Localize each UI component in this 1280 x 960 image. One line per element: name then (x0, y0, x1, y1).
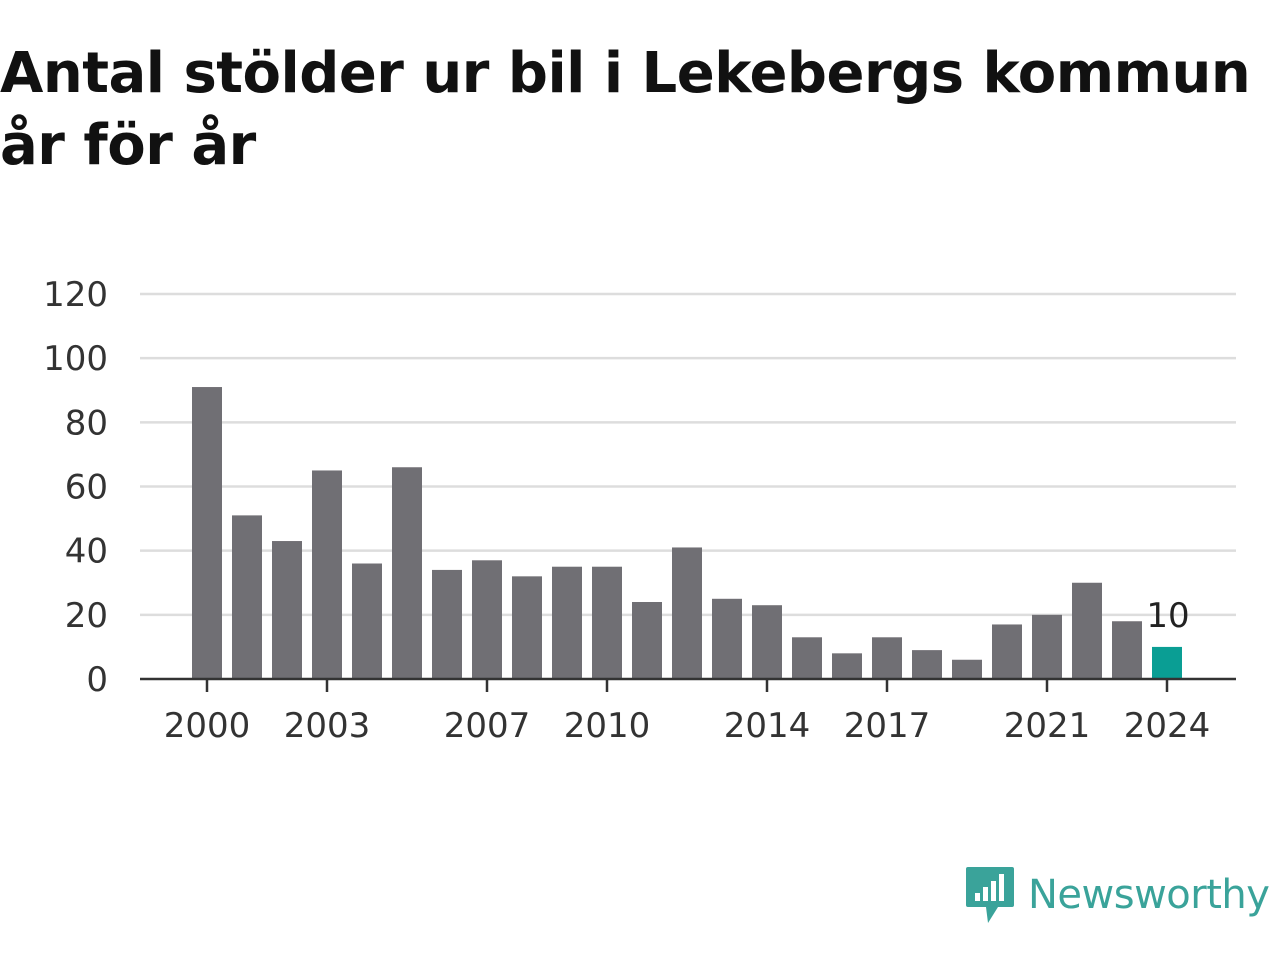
x-tick-label: 2007 (444, 706, 531, 746)
bar (192, 387, 222, 679)
bar (832, 653, 862, 679)
y-tick-label: 20 (65, 596, 108, 636)
bar (352, 563, 382, 679)
x-tick-label: 2014 (724, 706, 811, 746)
bar (432, 569, 462, 679)
y-axis-ticks: 0 20 40 60 80 100 120 (43, 275, 108, 700)
y-tick-label: 60 (65, 468, 108, 508)
bar (1152, 646, 1182, 679)
bar (872, 637, 902, 679)
y-tick-label: 80 (65, 403, 108, 443)
bar (552, 566, 582, 679)
bar (232, 515, 262, 679)
chart-title: Antal stölder ur bil i Lekebergs kommun … (0, 38, 1280, 182)
bar (392, 467, 422, 679)
bars (192, 387, 1182, 679)
bar (992, 624, 1022, 679)
x-tick-label: 2024 (1124, 706, 1211, 746)
bar (472, 560, 502, 679)
bar (592, 566, 622, 679)
x-tick-label: 2000 (164, 706, 251, 746)
bar (1072, 582, 1102, 679)
y-tick-label: 40 (65, 532, 108, 572)
bar (1112, 621, 1142, 679)
bar (792, 637, 822, 679)
y-tick-label: 100 (43, 339, 108, 379)
bar (512, 576, 542, 679)
newsworthy-logo: Newsworthy (964, 864, 1270, 926)
bar (672, 547, 702, 679)
bar (272, 541, 302, 679)
x-tick-label: 2021 (1004, 706, 1091, 746)
bar (912, 650, 942, 679)
y-tick-label: 0 (86, 660, 108, 700)
bar (712, 598, 742, 679)
x-tick-label: 2003 (284, 706, 371, 746)
bar (1032, 614, 1062, 679)
x-tick-label: 2010 (564, 706, 651, 746)
bar (312, 470, 342, 679)
bar (632, 602, 662, 679)
x-axis: 2000 2003 2007 2010 2014 2017 2021 2024 (140, 677, 1236, 746)
chart-title-line-2: år för år (0, 113, 256, 178)
data-labels: 10 (1146, 596, 1189, 636)
newsworthy-logo-icon (966, 867, 1014, 923)
y-tick-label: 120 (43, 275, 108, 315)
x-tick-label: 2017 (844, 706, 931, 746)
bar (752, 605, 782, 679)
bar (952, 659, 982, 679)
logo-text: Newsworthy (1028, 872, 1270, 918)
value-label-2024: 10 (1146, 596, 1189, 636)
chart-title-line-1: Antal stölder ur bil i Lekebergs kommun (0, 41, 1251, 106)
